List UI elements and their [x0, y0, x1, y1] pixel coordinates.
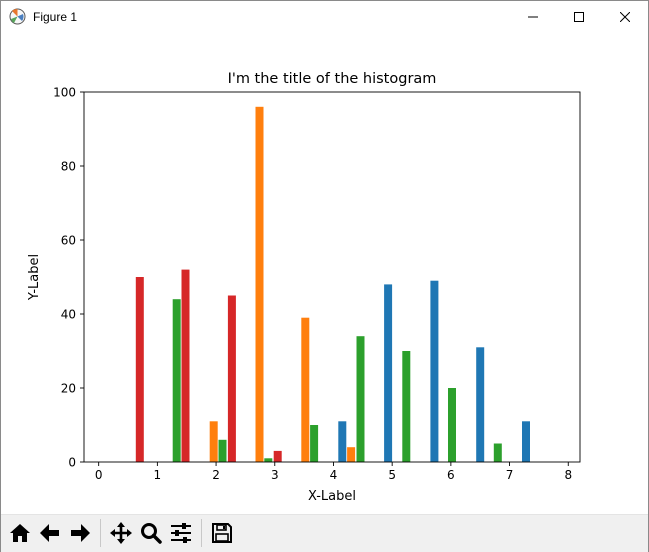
navigation-toolbar — [1, 514, 648, 552]
chart-title: I'm the title of the histogram — [228, 71, 437, 87]
figure-canvas[interactable]: I'm the title of the histogram 0 1 2 3 4 5 6 7 8… — [1, 33, 648, 514]
minimize-icon — [528, 16, 538, 18]
x-tick-label: 7 — [506, 468, 514, 482]
bar — [338, 421, 347, 462]
arrow-right-icon — [71, 524, 90, 542]
bar — [384, 284, 393, 462]
maximize-icon — [574, 12, 584, 22]
bar — [347, 447, 356, 462]
y-tick-label: 40 — [61, 308, 76, 322]
arrow-left-icon — [40, 524, 59, 542]
bar — [493, 443, 502, 462]
back-button[interactable] — [36, 519, 64, 547]
x-tick-label: 3 — [271, 468, 279, 482]
y-axis-ticks: 0 20 40 60 80 100 — [53, 86, 84, 470]
x-axis-label: X-Label — [308, 489, 356, 504]
bar — [402, 351, 411, 462]
bar — [218, 439, 227, 462]
y-axis-label: Y-Label — [27, 254, 42, 301]
pan-button[interactable] — [107, 519, 135, 547]
bars-layer — [135, 106, 530, 463]
close-button[interactable] — [602, 1, 648, 33]
home-icon — [10, 524, 30, 542]
bar — [181, 269, 190, 462]
x-tick-label: 6 — [447, 468, 455, 482]
y-tick-label: 100 — [53, 86, 76, 100]
floppy-disk-icon — [212, 523, 232, 543]
bar — [209, 421, 218, 462]
plot-area-frame — [83, 91, 581, 463]
bar — [264, 458, 273, 462]
title-bar[interactable]: Figure 1 — [1, 1, 648, 33]
matplotlib-logo-icon — [9, 8, 26, 25]
bar — [255, 106, 264, 463]
save-button[interactable] — [208, 519, 236, 547]
y-tick-label: 60 — [61, 234, 76, 248]
x-tick-label: 4 — [330, 468, 338, 482]
bar — [227, 295, 236, 462]
bar — [273, 450, 282, 462]
forward-button[interactable] — [66, 519, 94, 547]
bar — [172, 299, 181, 462]
bar — [522, 421, 530, 462]
bar — [310, 425, 319, 462]
bar — [135, 277, 144, 462]
toolbar-separator — [100, 519, 101, 547]
y-tick-label: 0 — [68, 456, 76, 470]
y-tick-label: 80 — [61, 160, 76, 174]
x-tick-label: 5 — [388, 468, 396, 482]
bar — [476, 347, 485, 462]
bar — [448, 388, 456, 462]
window-title: Figure 1 — [33, 10, 78, 24]
bar — [301, 317, 310, 462]
x-axis-ticks: 0 1 2 3 4 5 6 7 8 — [95, 462, 572, 482]
magnifier-icon — [141, 523, 162, 544]
maximize-button[interactable] — [556, 1, 602, 33]
minimize-button[interactable] — [510, 1, 556, 33]
x-tick-label: 1 — [154, 468, 162, 482]
bar — [356, 336, 365, 462]
histogram-chart: I'm the title of the histogram 0 1 2 3 4 5 6 7 8… — [27, 71, 581, 504]
x-tick-label: 2 — [212, 468, 220, 482]
close-icon — [620, 12, 630, 22]
toolbar-separator — [201, 519, 202, 547]
x-tick-label: 0 — [95, 468, 103, 482]
x-tick-label: 8 — [564, 468, 572, 482]
zoom-button[interactable] — [137, 519, 165, 547]
configure-subplots-button[interactable] — [167, 519, 195, 547]
bar — [430, 280, 439, 462]
move-arrows-icon — [110, 522, 132, 544]
y-tick-label: 20 — [61, 382, 76, 396]
sliders-icon — [171, 523, 191, 543]
home-button[interactable] — [6, 519, 34, 547]
